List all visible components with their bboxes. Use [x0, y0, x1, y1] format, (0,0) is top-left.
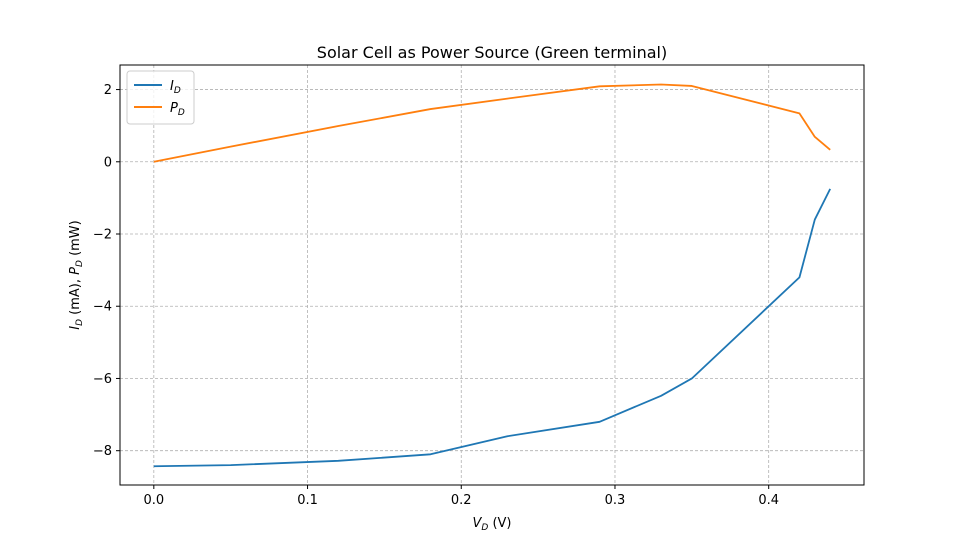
- y-label-i-unit: (mA),: [68, 275, 83, 319]
- x-axis-label-main: V: [472, 516, 482, 531]
- x-tick-label: 0.1: [297, 493, 318, 508]
- legend-pd-sub: D: [178, 108, 185, 118]
- series-line-id: [153, 188, 831, 468]
- y-tick-label: −8: [93, 444, 112, 459]
- x-axis-label-sub: D: [481, 523, 488, 533]
- y-label-p-main: P: [68, 267, 83, 275]
- legend-entry-pd: PD: [170, 101, 185, 118]
- y-tick-label: −6: [93, 372, 112, 387]
- y-tick-label: −2: [93, 228, 112, 243]
- y-axis-label: ID (mA), PD (mW): [68, 220, 85, 329]
- y-label-p-sub: D: [75, 260, 85, 267]
- y-label-i-sub: D: [75, 319, 85, 326]
- chart-title: Solar Cell as Power Source (Green termin…: [317, 43, 667, 62]
- series-line-pd: [153, 83, 831, 163]
- plot-frame: [119, 64, 865, 486]
- legend-entry-id: ID: [170, 79, 181, 96]
- legend: ID PD: [126, 70, 195, 125]
- legend-pd-main: P: [170, 101, 178, 116]
- y-tick-label: −4: [93, 300, 112, 315]
- y-label-i-main: I: [68, 326, 83, 330]
- x-tick-label: 0.2: [451, 493, 472, 508]
- y-label-p-unit: (mW): [68, 220, 83, 260]
- legend-id-sub: D: [174, 86, 181, 96]
- x-axis-label-unit: (V): [488, 516, 511, 531]
- x-tick-label: 0.3: [605, 493, 626, 508]
- tick-layer: 0.0 0.1 0.2 0.3 0.4 −8 −6 −4 −2 0 2: [93, 83, 779, 508]
- y-tick-label: 2: [104, 83, 112, 98]
- x-axis-label: VD (V): [472, 516, 511, 533]
- x-tick-label: 0.0: [143, 493, 164, 508]
- grid-layer: [120, 65, 864, 485]
- x-tick-label: 0.4: [758, 493, 779, 508]
- y-tick-label: 0: [104, 155, 112, 170]
- series-layer: [153, 83, 831, 468]
- legend-id-main: I: [170, 79, 174, 94]
